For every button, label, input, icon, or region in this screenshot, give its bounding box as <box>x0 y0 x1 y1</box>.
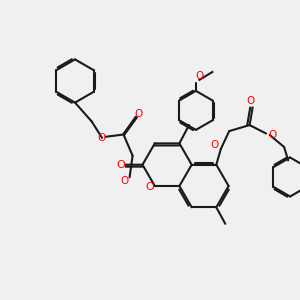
Text: O: O <box>116 160 125 170</box>
Text: O: O <box>120 176 128 186</box>
Text: O: O <box>246 96 254 106</box>
Text: O: O <box>195 71 204 81</box>
Text: O: O <box>134 109 143 119</box>
Text: O: O <box>145 182 154 193</box>
Text: O: O <box>210 140 218 151</box>
Text: O: O <box>268 130 276 140</box>
Text: O: O <box>98 133 106 143</box>
